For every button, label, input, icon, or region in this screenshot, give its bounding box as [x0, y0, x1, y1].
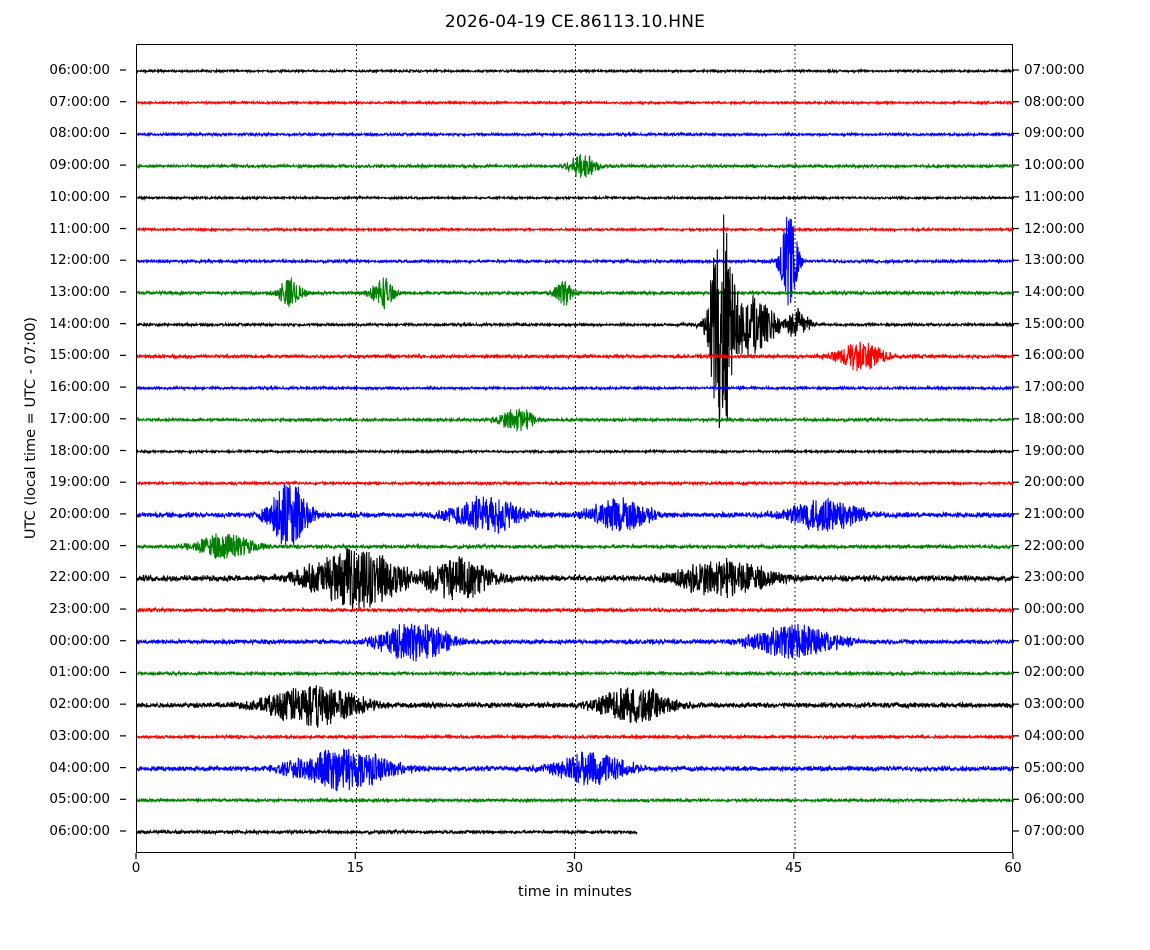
trace-canvas: [137, 45, 1014, 854]
y-tick-right: 15:00:00: [1024, 315, 1085, 332]
y-tick-right: 07:00:00: [1024, 823, 1085, 839]
y-tick-right: 14:00:00: [1024, 283, 1085, 300]
trace-23-00-00: [137, 606, 1014, 614]
x-tick-label: 45: [785, 860, 803, 876]
y-tick-right: 06:00:00: [1024, 791, 1085, 808]
y-tick-right: 04:00:00: [1024, 727, 1085, 744]
y-tick-right: 20:00:00: [1024, 474, 1085, 491]
y-tick-left: 16:00:00: [49, 379, 110, 396]
y-tick-right: 02:00:00: [1024, 664, 1085, 681]
x-tick-label: 15: [346, 860, 364, 876]
y-tick-left: 10:00:00: [49, 188, 110, 205]
y-tick-right: 17:00:00: [1024, 379, 1085, 396]
y-tick-left: 02:00:00: [49, 696, 110, 713]
y-tick-left: 04:00:00: [49, 759, 110, 776]
trace-02-00-00: [137, 685, 1014, 728]
y-tick-right: 12:00:00: [1024, 220, 1085, 237]
y-tick-left: 05:00:00: [49, 791, 110, 808]
trace-12-00-00: [137, 216, 1014, 306]
y-tick-right: 00:00:00: [1024, 601, 1085, 618]
y-tick-left: 09:00:00: [49, 157, 110, 174]
y-tick-left: 01:00:00: [49, 664, 110, 681]
y-tick-right: 07:00:00: [1024, 62, 1085, 78]
y-tick-left: 06:00:00: [49, 62, 110, 78]
plot-area: [136, 44, 1014, 854]
trace-09-00-00: [137, 154, 1014, 178]
y-tick-right: 11:00:00: [1024, 188, 1085, 205]
trace-05-00-00: [137, 796, 1014, 805]
y-tick-left: 00:00:00: [49, 632, 110, 649]
right-tick-marks: [1013, 69, 1019, 832]
y-tick-left: 14:00:00: [49, 315, 110, 332]
y-tick-right: 18:00:00: [1024, 410, 1085, 427]
trace-16-00-00: [137, 384, 1014, 392]
trace-03-00-00: [137, 733, 1014, 741]
trace-19-00-00: [137, 479, 1014, 487]
x-tick-label: 30: [565, 860, 584, 876]
x-axis-label: time in minutes: [518, 884, 632, 900]
y-tick-right: 22:00:00: [1024, 537, 1085, 554]
trace-08-00-00: [137, 130, 1014, 138]
y-tick-right: 21:00:00: [1024, 505, 1085, 522]
x-tick-label: 60: [1004, 860, 1022, 876]
trace-17-00-00: [137, 408, 1014, 433]
y-tick-right: 13:00:00: [1024, 252, 1085, 269]
y-tick-left: 08:00:00: [49, 125, 110, 142]
trace-13-00-00: [137, 277, 1014, 310]
y-tick-left: 22:00:00: [49, 569, 110, 586]
y-tick-right: 03:00:00: [1024, 696, 1085, 713]
y-tick-left: 17:00:00: [49, 410, 110, 427]
y-tick-left: 19:00:00: [49, 474, 110, 491]
y-tick-right: 08:00:00: [1024, 93, 1085, 110]
trace-01-00-00: [137, 669, 1014, 678]
y-tick-right: 23:00:00: [1024, 569, 1085, 586]
y-tick-right: 10:00:00: [1024, 157, 1085, 174]
trace-22-00-00: [137, 548, 1014, 611]
y-tick-left: 20:00:00: [49, 505, 110, 522]
y-tick-right: 05:00:00: [1024, 759, 1085, 776]
trace-15-00-00: [137, 341, 1014, 372]
trace-06-00-00: [137, 828, 638, 836]
y-tick-right: 16:00:00: [1024, 347, 1085, 364]
trace-11-00-00: [137, 226, 1014, 233]
x-tick-label: 0: [131, 860, 141, 876]
y-tick-left: 03:00:00: [49, 727, 110, 744]
trace-06-00-00: [137, 67, 1014, 75]
trace-14-00-00: [137, 214, 1014, 429]
y-tick-left: 07:00:00: [49, 93, 110, 110]
y-axis-right-ticks: 07:00:00 08:00:00 09:00:00 10:00:00 11:00:00…: [1013, 0, 1150, 950]
trace-21-00-00: [137, 533, 1014, 560]
left-tick-marks: [120, 69, 126, 832]
y-tick-left: 13:00:00: [49, 283, 110, 300]
y-tick-right: 01:00:00: [1024, 632, 1085, 649]
trace-18-00-00: [137, 448, 1014, 455]
y-tick-left: 11:00:00: [49, 220, 110, 237]
trace-07-00-00: [137, 99, 1014, 106]
y-tick-left: 06:00:00: [49, 823, 110, 839]
y-tick-right: 09:00:00: [1024, 125, 1085, 142]
y-tick-left: 21:00:00: [49, 537, 110, 554]
y-tick-left: 18:00:00: [49, 442, 110, 459]
y-axis-left-ticks: 06:00:00 07:00:00 08:00:00 09:00:00 10:00:00…: [0, 0, 126, 950]
trace-20-00-00: [137, 483, 1014, 546]
y-tick-right: 19:00:00: [1024, 442, 1085, 459]
page-title: 2026-04-19 CE.86113.10.HNE: [444, 12, 706, 32]
trace-00-00-00: [137, 623, 1014, 662]
trace-10-00-00: [137, 194, 1014, 202]
y-tick-left: 23:00:00: [49, 601, 110, 618]
trace-04-00-00: [137, 748, 1014, 792]
y-tick-left: 15:00:00: [49, 347, 110, 364]
y-tick-left: 12:00:00: [49, 252, 110, 269]
